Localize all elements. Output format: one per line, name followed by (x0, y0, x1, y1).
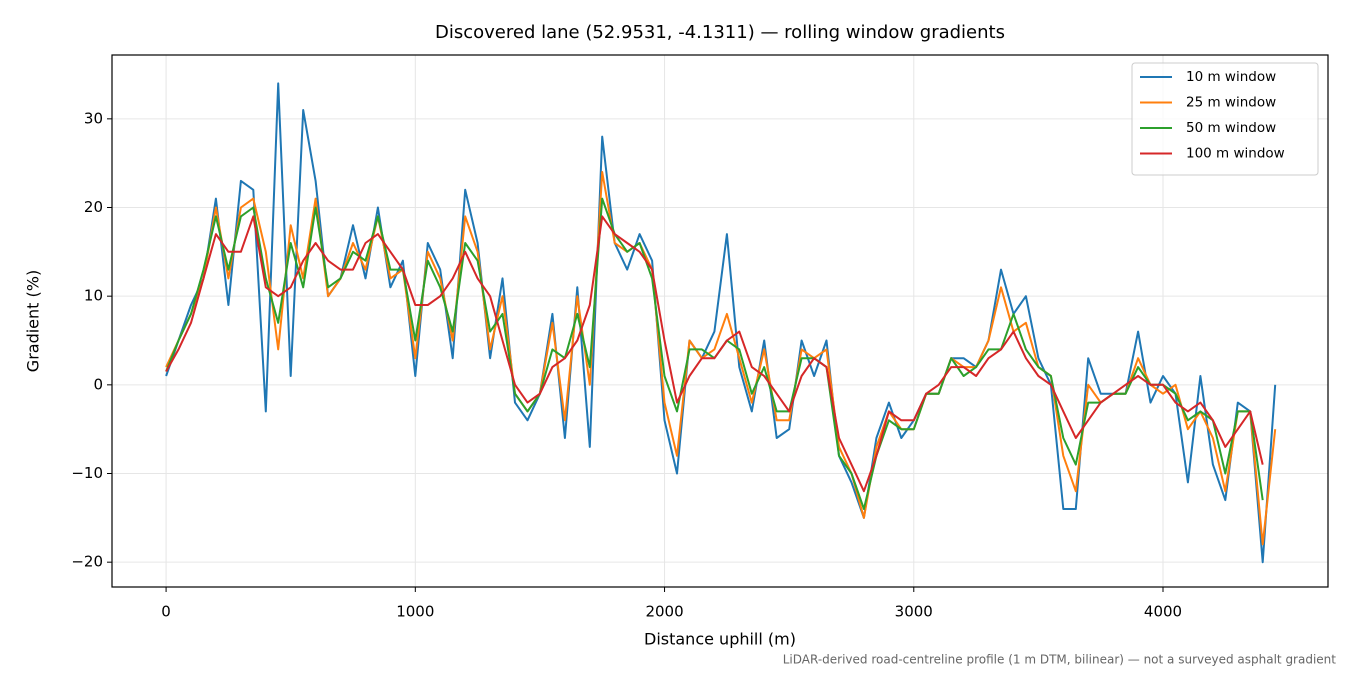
y-tick-label: 30 (84, 109, 103, 127)
legend: 10 m window 25 m window 50 m window 100 m w… (1131, 62, 1319, 176)
y-tick-label: −20 (71, 553, 103, 571)
chart-title: Discovered lane (52.9531, -4.1311) — rol… (435, 22, 1005, 43)
x-tick-label: 0 (161, 603, 171, 621)
x-tick-label: 1000 (396, 603, 434, 621)
y-tick-label: 0 (93, 375, 103, 393)
legend-label: 50 m window (1186, 120, 1276, 136)
x-tick-label: 2000 (645, 603, 683, 621)
x-tick-label: 3000 (895, 603, 933, 621)
x-tick-label: 4000 (1144, 603, 1182, 621)
y-tick-label: 10 (84, 287, 103, 305)
y-axis-label: Gradient (%) (24, 270, 43, 372)
plot-frame (111, 54, 1329, 588)
legend-label: 100 m window (1186, 146, 1285, 162)
footnote: LiDAR-derived road-centreline profile (1… (783, 653, 1337, 667)
legend-label: 25 m window (1186, 95, 1276, 111)
series-line (165, 215, 1264, 493)
legend-box (1131, 62, 1319, 176)
legend-label: 10 m window (1186, 69, 1276, 85)
y-tick-label: −10 (71, 464, 103, 482)
series-line (165, 171, 1277, 546)
series-line (165, 82, 1277, 564)
x-axis-label: Distance uphill (m) (644, 630, 796, 649)
y-tick-label: 20 (84, 198, 103, 216)
